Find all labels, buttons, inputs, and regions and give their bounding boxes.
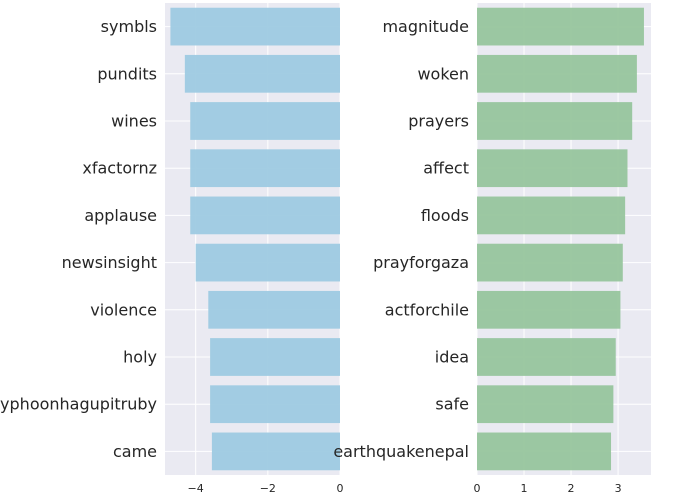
bar-prayers	[477, 102, 633, 140]
x-tick-label: 0	[337, 482, 344, 495]
category-label: affect	[423, 159, 469, 178]
category-label: magnitude	[382, 17, 469, 36]
category-label: typhoonhagupitruby	[0, 395, 157, 414]
bar-wines	[190, 102, 340, 140]
category-label: xfactornz	[82, 159, 157, 178]
category-label: came	[113, 442, 157, 461]
bar-affect	[477, 149, 628, 188]
bar-woken	[477, 54, 637, 93]
x-tick-label: −2	[260, 482, 276, 495]
category-label: floods	[421, 206, 469, 225]
bar-symbls	[170, 7, 340, 46]
category-label: holy	[123, 348, 157, 367]
bar-idea	[477, 338, 616, 376]
category-label: actforchile	[385, 300, 469, 319]
category-label: safe	[435, 395, 469, 414]
bar-pundits	[184, 54, 340, 93]
bar-xfactornz	[190, 149, 340, 188]
bar-earthquakenepal	[477, 432, 612, 471]
category-label: wines	[111, 112, 157, 131]
bar-typhoonhagupitruby	[210, 385, 340, 424]
category-label: newsinsight	[62, 253, 157, 272]
category-label: violence	[90, 300, 157, 319]
bar-newsinsight	[195, 243, 340, 282]
x-tick-label: 0	[474, 482, 481, 495]
x-tick-label: 2	[568, 482, 575, 495]
bar-violence	[208, 290, 340, 329]
category-label: symbls	[101, 17, 157, 36]
category-label: prayforgaza	[373, 253, 469, 272]
bar-prayforgaza	[477, 243, 623, 282]
bar-floods	[477, 196, 626, 235]
category-label: prayers	[408, 112, 469, 131]
bar-holy	[210, 338, 340, 376]
category-label: woken	[417, 64, 469, 83]
bar-safe	[477, 385, 614, 424]
bar-actforchile	[477, 290, 621, 329]
x-tick-label: 3	[615, 482, 622, 495]
category-label: pundits	[97, 64, 157, 83]
category-label: earthquakenepal	[333, 442, 469, 461]
category-label: applause	[84, 206, 157, 225]
bar-magnitude	[477, 7, 644, 46]
x-tick-label: −4	[188, 482, 204, 495]
bar-applause	[190, 196, 340, 235]
category-label: idea	[435, 348, 469, 367]
x-tick-label: 1	[521, 482, 528, 495]
bar-came	[211, 432, 340, 471]
